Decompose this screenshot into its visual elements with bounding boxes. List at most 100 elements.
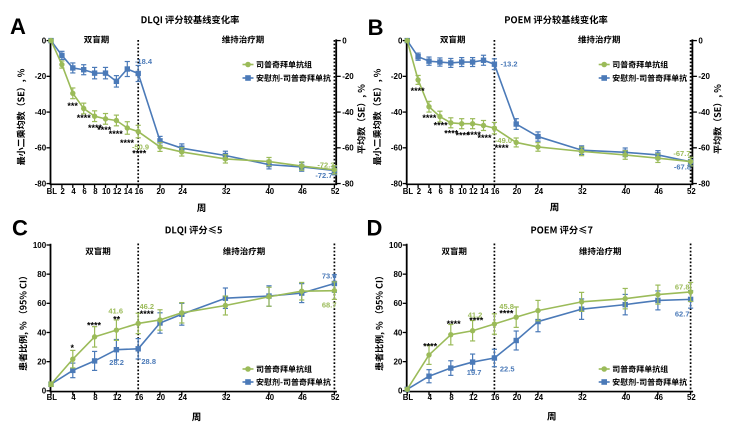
- svg-text:20: 20: [37, 357, 46, 366]
- svg-text:46: 46: [298, 187, 307, 196]
- svg-text:40: 40: [265, 393, 274, 402]
- svg-text:-20: -20: [391, 72, 403, 81]
- svg-text:B: B: [368, 15, 384, 40]
- svg-text:0: 0: [42, 387, 47, 396]
- svg-text:8: 8: [449, 187, 454, 196]
- svg-text:28.8: 28.8: [141, 357, 156, 366]
- svg-text:28.2: 28.2: [109, 358, 124, 367]
- svg-text:52: 52: [687, 187, 696, 196]
- svg-text:20: 20: [156, 187, 165, 196]
- svg-text:***: ***: [67, 101, 78, 111]
- svg-text:****: ****: [88, 123, 103, 133]
- svg-text:****: ****: [469, 315, 484, 325]
- svg-text:-49.0: -49.0: [495, 136, 512, 145]
- svg-text:4: 4: [428, 393, 433, 402]
- svg-text:60: 60: [393, 299, 402, 308]
- svg-text:-20: -20: [342, 72, 354, 81]
- svg-text:46: 46: [298, 393, 307, 402]
- svg-text:12: 12: [113, 187, 122, 196]
- svg-text:24: 24: [178, 393, 187, 402]
- svg-text:40: 40: [37, 328, 46, 337]
- svg-text:22.5: 22.5: [500, 364, 515, 373]
- svg-text:16: 16: [135, 187, 144, 196]
- svg-text:-60: -60: [342, 144, 354, 153]
- svg-text:-60: -60: [391, 144, 403, 153]
- svg-text:****: ****: [447, 319, 462, 329]
- svg-text:41.6: 41.6: [108, 307, 123, 316]
- svg-text:41.2: 41.2: [468, 310, 483, 319]
- svg-text:D: D: [367, 216, 383, 241]
- svg-text:52: 52: [687, 393, 696, 402]
- svg-text:10: 10: [102, 187, 111, 196]
- svg-text:67.8: 67.8: [675, 283, 690, 292]
- svg-text:-80: -80: [35, 179, 47, 188]
- svg-text:20: 20: [513, 187, 522, 196]
- svg-text:80: 80: [393, 270, 402, 279]
- svg-text:46.2: 46.2: [139, 302, 154, 311]
- svg-text:52: 52: [331, 393, 340, 402]
- svg-text:0: 0: [398, 387, 403, 396]
- svg-text:-40: -40: [391, 108, 403, 117]
- svg-text:45.8: 45.8: [499, 302, 514, 311]
- svg-text:****: ****: [477, 133, 492, 143]
- svg-text:60: 60: [37, 299, 46, 308]
- svg-text:-18.4: -18.4: [135, 57, 153, 66]
- svg-text:****: ****: [120, 138, 135, 148]
- svg-text:4: 4: [428, 187, 433, 196]
- svg-text:-60: -60: [35, 144, 47, 153]
- svg-text:****: ****: [132, 149, 147, 159]
- svg-text:10: 10: [458, 187, 467, 196]
- svg-text:20: 20: [513, 393, 522, 402]
- svg-text:20: 20: [156, 393, 165, 402]
- svg-text:-72.7: -72.7: [315, 171, 332, 180]
- svg-text:BL: BL: [403, 187, 414, 196]
- svg-text:16: 16: [135, 393, 144, 402]
- svg-text:16: 16: [491, 393, 500, 402]
- svg-text:****: ****: [444, 129, 459, 139]
- svg-text:14: 14: [480, 187, 489, 196]
- svg-text:32: 32: [222, 393, 231, 402]
- svg-text:14: 14: [124, 187, 133, 196]
- svg-text:****: ****: [97, 125, 112, 135]
- svg-text:**: **: [113, 315, 121, 325]
- svg-text:6: 6: [439, 187, 444, 196]
- svg-text:6: 6: [82, 187, 87, 196]
- svg-text:-60: -60: [698, 144, 710, 153]
- svg-text:24: 24: [178, 187, 187, 196]
- svg-text:24: 24: [534, 393, 543, 402]
- svg-text:62.7: 62.7: [675, 310, 690, 319]
- svg-text:100: 100: [389, 241, 403, 250]
- svg-text:12: 12: [469, 187, 478, 196]
- svg-text:****: ****: [455, 131, 470, 141]
- svg-text:BL: BL: [47, 187, 58, 196]
- svg-text:0: 0: [342, 36, 347, 45]
- svg-text:8: 8: [449, 393, 454, 402]
- svg-text:40: 40: [622, 393, 631, 402]
- svg-text:2: 2: [61, 187, 66, 196]
- svg-text:-67.7: -67.7: [673, 149, 690, 158]
- svg-text:-13.2: -13.2: [501, 59, 518, 68]
- svg-text:16: 16: [491, 187, 500, 196]
- svg-text:BL: BL: [403, 393, 414, 402]
- svg-text:73.6: 73.6: [322, 272, 337, 281]
- svg-text:20: 20: [393, 357, 402, 366]
- svg-text:*: *: [70, 343, 74, 353]
- svg-text:-80: -80: [342, 179, 354, 188]
- svg-text:****: ****: [434, 121, 449, 131]
- svg-text:****: ****: [467, 130, 482, 140]
- svg-text:****: ****: [499, 309, 514, 319]
- svg-text:40: 40: [393, 328, 402, 337]
- svg-text:12: 12: [113, 393, 122, 402]
- svg-text:46: 46: [654, 393, 663, 402]
- svg-text:-20: -20: [35, 72, 47, 81]
- svg-text:4: 4: [71, 187, 76, 196]
- svg-text:40: 40: [622, 187, 631, 196]
- svg-text:2: 2: [417, 187, 422, 196]
- svg-text:0: 0: [42, 36, 47, 45]
- svg-text:-67.8: -67.8: [674, 163, 691, 172]
- svg-text:8: 8: [93, 393, 98, 402]
- svg-text:BL: BL: [47, 393, 58, 402]
- svg-text:100: 100: [33, 241, 47, 250]
- svg-text:-40: -40: [698, 108, 710, 117]
- svg-text:80: 80: [37, 270, 46, 279]
